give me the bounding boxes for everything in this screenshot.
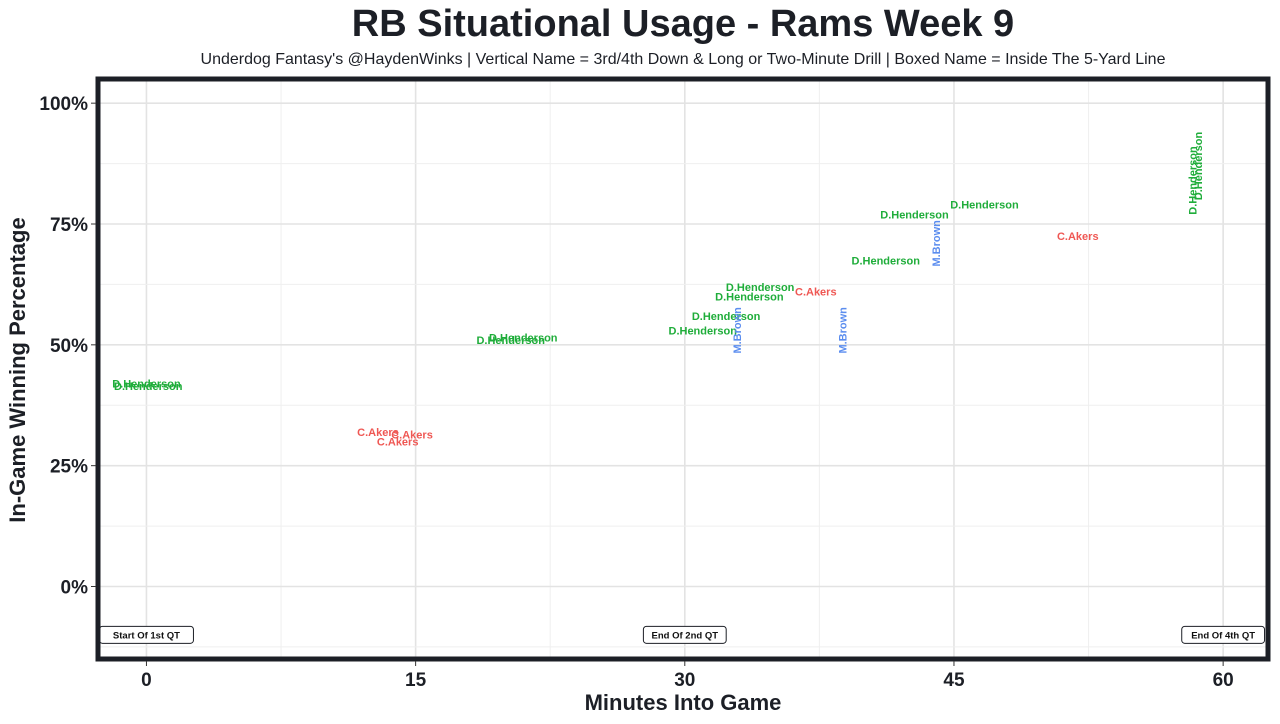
x-tick-label: 30 — [674, 670, 695, 691]
x-ticks: 0 15 30 45 60 — [141, 661, 1234, 691]
data-point-label: D.Henderson — [489, 333, 558, 345]
data-point-label: D.Henderson — [715, 292, 784, 304]
x-tick-label: 15 — [405, 670, 427, 691]
data-point-label: D.Henderson — [112, 379, 181, 391]
y-tick-label: 0% — [61, 578, 89, 599]
data-point-label: M.Brown — [732, 307, 744, 354]
data-point-label: D.Henderson — [114, 381, 183, 393]
data-point-label: D.Henderson — [726, 282, 795, 294]
y-ticks: 0% 25% 50% 75% 100% — [39, 94, 96, 599]
data-points: D.HendersonD.HendersonC.AkersC.AkersC.Ak… — [112, 131, 1205, 448]
data-point-label: D.Henderson — [1193, 131, 1205, 200]
data-point-label: M.Brown — [931, 220, 943, 267]
x-tick-label: 0 — [141, 670, 152, 691]
data-point-label: D.Henderson — [852, 255, 921, 267]
y-tick-label: 75% — [50, 215, 88, 236]
data-point-label: D.Henderson — [476, 335, 545, 347]
quarter-marker-box — [1181, 625, 1266, 644]
grid-lines — [98, 79, 1268, 659]
y-tick-label: 100% — [39, 94, 88, 115]
x-tick-label: 60 — [1213, 670, 1234, 691]
chart-title: RB Situational Usage - Rams Week 9 — [351, 3, 1015, 45]
data-point-label: C.Akers — [377, 437, 419, 449]
data-point-label: C.Akers — [1057, 231, 1099, 243]
quarter-marker-label: End Of 4th QT — [1191, 630, 1255, 641]
y-tick-label: 25% — [50, 457, 88, 478]
quarter-marker-box — [642, 625, 727, 644]
data-point-label: M.Brown — [838, 307, 850, 354]
x-tick-label: 45 — [943, 670, 965, 691]
data-point-label: C.Akers — [795, 287, 837, 299]
chart-subtitle: Underdog Fantasy's @HaydenWinks | Vertic… — [200, 51, 1166, 68]
data-point-label: D.Henderson — [950, 200, 1019, 212]
data-point-label: D.Henderson — [1188, 146, 1200, 215]
data-point-label: D.Henderson — [669, 325, 738, 337]
data-point-label: C.Akers — [391, 429, 433, 441]
data-point-label: C.Akers — [357, 427, 399, 439]
plot-frame — [95, 76, 1271, 662]
y-tick-label: 50% — [50, 336, 88, 357]
data-point-label: D.Henderson — [692, 311, 761, 323]
x-axis-label: Minutes Into Game — [584, 690, 782, 715]
quarter-marker-label: End Of 2nd QT — [652, 630, 719, 641]
data-point-label: D.Henderson — [880, 209, 949, 221]
quarter-marker-label: Start Of 1st QT — [113, 630, 180, 641]
quarter-markers: Start Of 1st QT End Of 2nd QT End Of 4th Q… — [98, 625, 1266, 644]
